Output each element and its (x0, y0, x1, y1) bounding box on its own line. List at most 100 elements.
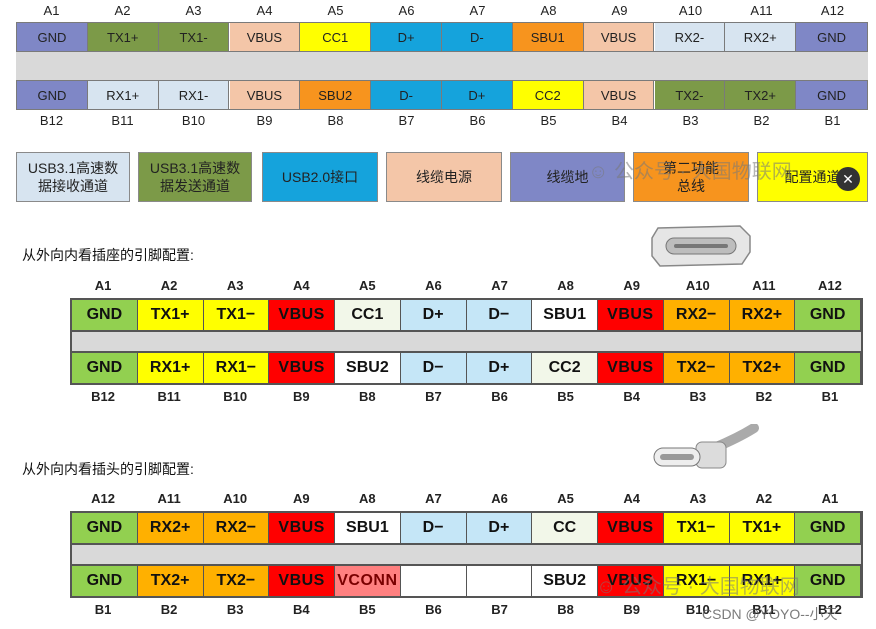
pin-label: B2 (160, 602, 178, 617)
legend-text: 总线 (677, 178, 705, 194)
pin-cell: CC (532, 513, 598, 543)
pin-label: B9 (623, 602, 640, 617)
pin-label: B6 (491, 389, 508, 404)
pin-label: A10 (685, 278, 710, 293)
pin-cell: GND (795, 566, 861, 596)
legend-text: USB3.1高速数 (149, 160, 241, 176)
pin-cell: GND (72, 353, 138, 383)
pin-cell: RX2− (203, 513, 270, 543)
wechat-icon: ☺ (596, 576, 617, 598)
pin-cell: D− (400, 513, 467, 543)
pin-cell: TX2− (203, 566, 270, 596)
pin-cell: TX1+ (137, 300, 204, 330)
pin-cell: SBU1 (335, 513, 401, 543)
pin-label: B6 (425, 602, 442, 617)
pin-cell: VBUS (269, 566, 335, 596)
pin-cell: VBUS (229, 81, 301, 109)
pin-label: B2 (753, 113, 770, 128)
pin-cell: TX2- (654, 81, 726, 109)
pin-cell: D− (400, 353, 467, 383)
pin-label: B5 (359, 602, 376, 617)
pin-label: B1 (94, 602, 112, 617)
pin-cell: D- (442, 23, 513, 51)
top-diagram-bottom-labels: B12 B11 B10 B9 B8 B7 B6 B5 B4 B3 B2 B1 (0, 113, 876, 131)
pin-cell: VBUS (598, 566, 664, 596)
legend-text: 线缆地 (546, 169, 589, 185)
pin-cell: RX1- (158, 81, 230, 109)
legend-text: 配置通道 (784, 169, 841, 185)
watermark-bottom: ☺ 公众号 · 大国物联网 (596, 576, 800, 598)
pin-cell: D+ (371, 23, 442, 51)
pin-label: A7 (491, 278, 508, 293)
pin-label: B7 (491, 602, 508, 617)
legend-item: 线缆电源 (386, 152, 502, 202)
pin-cell: RX2+ (725, 23, 797, 51)
pin-cell: RX1+ (137, 353, 204, 383)
pin-cell: VBUS (598, 513, 664, 543)
pin-label: A12 (820, 3, 845, 18)
top-diagram-top-labels: A1 A2 A3 A4 A5 A6 A7 A8 A9 A10 A11 A12 (0, 3, 876, 21)
pin-cell: CC2 (532, 353, 598, 383)
pin-cell: CC1 (300, 23, 372, 51)
pin-cell: VBUS (598, 353, 664, 383)
pin-label: B12 (39, 113, 64, 128)
pin-label: A7 (469, 3, 486, 18)
pin-label: A2 (755, 491, 773, 506)
pin-cell: TX2+ (725, 81, 797, 109)
pin-cell: D+ (442, 81, 513, 109)
pin-cell: SBU2 (532, 566, 598, 596)
plug-gray-band (70, 545, 863, 564)
pin-label: A7 (425, 491, 442, 506)
pin-cell: TX2+ (729, 353, 796, 383)
pin-cell: TX2+ (137, 566, 204, 596)
pin-label: A6 (491, 491, 508, 506)
pin-label: A6 (425, 278, 442, 293)
pin-cell (400, 566, 467, 596)
pin-cell: RX1+ (729, 566, 796, 596)
pin-label: B1 (821, 389, 839, 404)
pin-label: A5 (359, 278, 376, 293)
pin-label: A9 (611, 3, 628, 18)
pin-cell: GND (72, 566, 138, 596)
pin-cell: GND (795, 353, 861, 383)
usb-c-plug-icon (653, 424, 759, 469)
pin-label: A5 (327, 3, 344, 18)
pin-label: B8 (557, 602, 574, 617)
pin-label: A1 (821, 491, 839, 506)
pin-cell: TX2− (663, 353, 730, 383)
legend-item: USB2.0接口 (262, 152, 378, 202)
pin-label: B5 (557, 389, 574, 404)
receptacle-top-labels: A1 A2 A3 A4 A5 A6 A7 A8 A9 A10 A11 A12 (0, 278, 876, 296)
legend-text: 线缆电源 (416, 169, 472, 185)
pin-cell: D+ (400, 300, 467, 330)
legend-text: 第二功能 (663, 160, 719, 176)
pin-label: B4 (623, 389, 640, 404)
pin-label: A6 (398, 3, 415, 18)
pin-label: A3 (226, 278, 244, 293)
pin-label: B11 (111, 113, 134, 128)
pin-label: B10 (181, 113, 206, 128)
pin-label: A1 (43, 3, 60, 18)
pin-cell: RX2- (654, 23, 726, 51)
pin-label: B12 (818, 602, 842, 617)
pin-cell: RX2− (663, 300, 730, 330)
pin-cell: SBU1 (512, 23, 584, 51)
pin-label: B7 (398, 113, 415, 128)
pin-cell: RX1− (203, 353, 270, 383)
receptacle-heading: 从外向内看插座的引脚配置: (22, 247, 194, 263)
pin-label: B1 (824, 113, 841, 128)
pin-cell: VBUS (269, 300, 335, 330)
pin-cell: TX1+ (87, 23, 159, 51)
pin-cell: TX1- (158, 23, 230, 51)
pin-label: B4 (611, 113, 628, 128)
legend-text: USB3.1高速数 (27, 160, 119, 176)
usb-c-receptacle-icon (651, 225, 751, 267)
pin-cell: TX1− (663, 513, 730, 543)
close-icon[interactable]: ✕ (836, 167, 860, 191)
pin-label: A12 (818, 278, 842, 293)
pin-cell: D− (466, 300, 533, 330)
legend-item: USB3.1高速数 据接收通道 (16, 152, 130, 202)
pin-label: A10 (678, 3, 703, 18)
pin-label: A3 (185, 3, 202, 18)
pin-cell: VBUS (269, 353, 335, 383)
